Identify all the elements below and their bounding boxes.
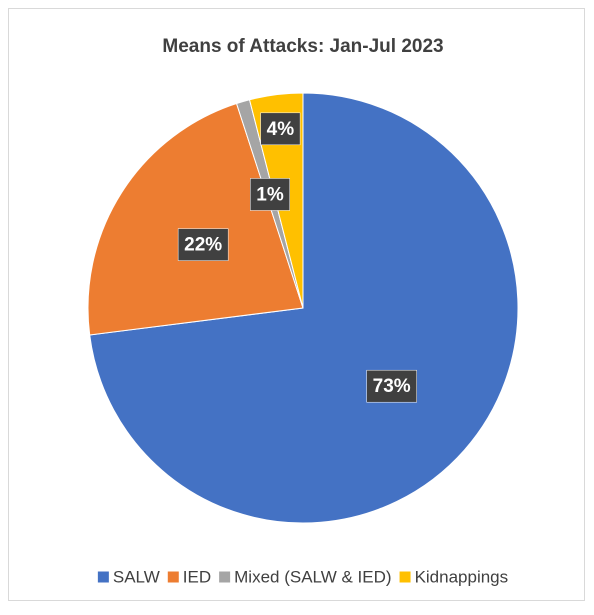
data-label-text: 4% [267,119,295,140]
legend-swatch [97,571,109,583]
legend-label: IED [183,567,211,586]
legend-label: Mixed (SALW & IED) [234,567,391,586]
chart-title: Means of Attacks: Jan-Jul 2023 [162,36,443,57]
data-label-box [260,112,301,146]
data-label-text: 73% [373,376,411,397]
data-label: 73% [366,369,417,403]
pie-slice [87,102,304,336]
data-label-text: 1% [256,184,284,205]
pie-slice [89,92,519,524]
legend-label: SALW [113,567,160,586]
data-label-box [366,369,417,403]
legend-label: Kidnappings [415,567,509,586]
legend-swatch [399,571,411,583]
data-label: 1% [250,178,290,211]
data-label: 22% [177,228,229,261]
legend-swatch [219,571,231,583]
data-label: 4% [260,112,301,146]
legend-swatch [167,571,179,583]
data-label-text: 22% [184,235,222,256]
data-label-box [177,228,229,261]
data-label-box [250,178,290,211]
